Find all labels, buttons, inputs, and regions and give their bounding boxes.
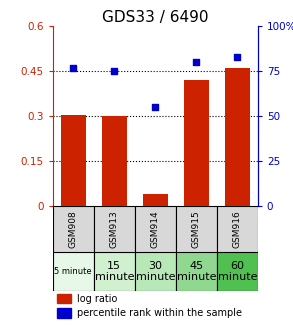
- FancyBboxPatch shape: [135, 252, 176, 291]
- Text: 15
minute: 15 minute: [95, 261, 134, 282]
- Bar: [57, 308, 71, 318]
- Text: 5 minute: 5 minute: [54, 267, 92, 276]
- Point: [235, 54, 240, 59]
- FancyBboxPatch shape: [217, 206, 258, 252]
- Bar: [61, 114, 86, 206]
- Text: GSM915: GSM915: [192, 210, 201, 248]
- FancyBboxPatch shape: [135, 206, 176, 252]
- Point: [194, 60, 199, 65]
- Point: [71, 65, 76, 70]
- Title: GDS33 / 6490: GDS33 / 6490: [102, 10, 209, 25]
- Text: 45
minute: 45 minute: [177, 261, 216, 282]
- FancyBboxPatch shape: [94, 206, 135, 252]
- FancyBboxPatch shape: [53, 252, 94, 291]
- FancyBboxPatch shape: [176, 206, 217, 252]
- Bar: [143, 194, 168, 206]
- Text: GSM913: GSM913: [110, 210, 119, 248]
- Text: 30
minute: 30 minute: [136, 261, 175, 282]
- Bar: [225, 67, 250, 206]
- Point: [153, 104, 158, 110]
- Text: GSM916: GSM916: [233, 210, 242, 248]
- FancyBboxPatch shape: [217, 252, 258, 291]
- Point: [112, 69, 117, 74]
- FancyBboxPatch shape: [94, 252, 135, 291]
- FancyBboxPatch shape: [53, 206, 94, 252]
- FancyBboxPatch shape: [176, 252, 217, 291]
- Bar: [57, 294, 71, 303]
- Text: GSM908: GSM908: [69, 210, 78, 248]
- Text: percentile rank within the sample: percentile rank within the sample: [77, 308, 242, 318]
- Text: log ratio: log ratio: [77, 294, 118, 304]
- Text: GSM914: GSM914: [151, 210, 160, 248]
- Bar: [102, 116, 127, 206]
- Bar: [184, 80, 209, 206]
- Text: 60
minute: 60 minute: [218, 261, 257, 282]
